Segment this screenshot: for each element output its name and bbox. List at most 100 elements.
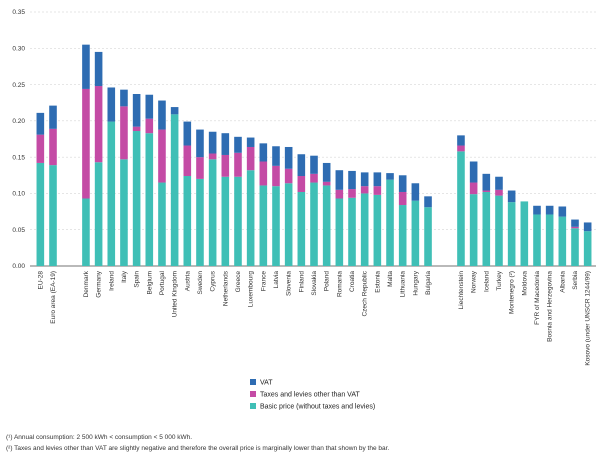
bar-segment-taxes — [208, 153, 217, 160]
bar-segment-basic — [335, 198, 344, 266]
bar-segment-vat — [120, 89, 128, 107]
bar-segment-basic — [246, 170, 255, 266]
bar-segment-basic — [196, 178, 204, 266]
bar-segment-basic — [310, 182, 318, 266]
bar-segment-basic — [234, 176, 242, 266]
bar-segment-basic — [495, 195, 503, 266]
bar-segment-taxes — [297, 176, 306, 192]
bar-segment-basic — [571, 228, 579, 266]
bar-segment-basic — [457, 151, 465, 266]
bar-segment-vat — [545, 205, 554, 215]
bar-segment-vat — [196, 129, 204, 158]
bar-segment-basic — [533, 214, 541, 266]
bar-segment-basic — [120, 159, 128, 266]
bar-segment-basic — [297, 191, 306, 266]
bar-segment-taxes — [49, 128, 57, 166]
bar-segment-basic — [208, 159, 217, 266]
bar-segment-vat — [158, 100, 166, 130]
bar-segment-basic — [482, 191, 491, 266]
x-tick-label: Italy — [121, 270, 128, 283]
x-axis-labels: EU-28 Euro area (EA-19) Denmark Germany Irel… — [37, 270, 591, 365]
bar-segment-basic — [107, 121, 116, 266]
x-tick-label: France — [260, 271, 267, 292]
bar-segment-vat — [259, 143, 268, 162]
bar-segment-vat — [507, 190, 516, 203]
footnote-1: (¹) Annual consumption: 2 500 kWh < cons… — [6, 434, 193, 441]
bar-segment-basic — [158, 182, 166, 266]
bar-segment-basic — [558, 216, 567, 266]
bar-segment-vat — [424, 196, 432, 208]
bar-segment-basic — [386, 179, 394, 266]
legend-label-basic: Basic price (without taxes and levies) — [260, 404, 375, 411]
bar-segment-taxes — [120, 106, 128, 160]
x-tick-label: Finland — [298, 271, 305, 293]
bar-segment-vat — [82, 44, 90, 89]
bar-segment-vat — [558, 206, 567, 217]
x-tick-label: Croatia — [349, 271, 356, 292]
bar-segment-taxes — [469, 182, 478, 195]
bar-segment-taxes — [284, 168, 293, 184]
bar-segment-vat — [49, 105, 57, 129]
x-tick-label: Slovenia — [286, 271, 293, 296]
bar-segment-taxes — [36, 134, 45, 163]
bar-segment-taxes — [94, 86, 103, 163]
x-tick-label: Portugal — [159, 270, 166, 295]
x-tick-label: Serbia — [572, 271, 579, 290]
bar-segment-vat — [583, 222, 592, 232]
bar-segment-vat — [533, 205, 541, 215]
x-tick-label: Ireland — [108, 271, 115, 291]
bar-segment-basic — [132, 131, 141, 266]
bar-segment-taxes — [272, 165, 280, 187]
bar-segment-taxes — [183, 145, 192, 177]
bar-segment-vat — [373, 172, 382, 187]
x-tick-label: Romania — [336, 271, 343, 297]
bar-segment-vat — [221, 133, 230, 155]
bar-segment-basic — [469, 194, 478, 266]
bar-segment-vat — [107, 87, 116, 122]
x-tick-label: Netherlands — [222, 270, 229, 306]
bar-segment-taxes — [145, 118, 154, 134]
x-tick-label: Euro area (EA-19) — [50, 271, 57, 324]
bar-segment-taxes — [348, 189, 356, 198]
x-tick-label: United Kingdom — [172, 271, 179, 317]
bars — [36, 44, 592, 266]
x-tick-label: Sweden — [197, 271, 204, 295]
bar-segment-basic — [49, 165, 57, 266]
bar-segment-taxes — [398, 191, 407, 206]
bar-segment-vat — [170, 107, 179, 115]
bar-segment-vat — [132, 94, 141, 127]
bar-segment-taxes — [457, 145, 465, 152]
legend: VAT Taxes and levies other than VAT Basic … — [250, 379, 375, 411]
x-tick-label: Bulgaria — [425, 271, 432, 295]
bar-segment-taxes — [495, 189, 503, 196]
bar-segment-vat — [348, 170, 356, 190]
bar-segment-basic — [520, 201, 529, 266]
bar-segment-basic — [183, 176, 192, 266]
y-tick-label: 0.05 — [12, 227, 25, 234]
bar-segment-vat — [36, 112, 45, 135]
bar-segment-basic — [145, 133, 154, 266]
x-tick-label: Czech Republic — [362, 270, 369, 316]
bar-segment-vat — [495, 176, 503, 190]
bar-segment-taxes — [196, 157, 204, 179]
bar-segment-vat — [246, 137, 255, 147]
legend-swatch-basic — [250, 403, 256, 409]
bar-segment-taxes — [373, 186, 382, 195]
y-axis: 0.00 0.05 0.10 0.15 0.20 0.25 0.30 0.35 — [12, 9, 25, 270]
y-tick-label: 0.25 — [12, 82, 25, 89]
x-tick-label: Spain — [134, 271, 141, 288]
x-tick-label: Poland — [324, 271, 331, 292]
x-tick-label: Liechtenstein — [458, 271, 465, 310]
bar-segment-basic — [170, 114, 179, 266]
bar-segment-basic — [411, 200, 420, 266]
bar-segment-basic — [424, 207, 432, 266]
bar-segment-taxes — [82, 88, 90, 199]
bar-segment-vat — [94, 51, 103, 87]
bar-segment-vat — [469, 161, 478, 183]
x-tick-label: Hungary — [412, 270, 419, 295]
bar-segment-vat — [272, 146, 280, 166]
y-tick-label: 0.30 — [12, 45, 25, 52]
x-tick-label: EU-28 — [37, 271, 44, 290]
bar-segment-basic — [348, 197, 356, 266]
